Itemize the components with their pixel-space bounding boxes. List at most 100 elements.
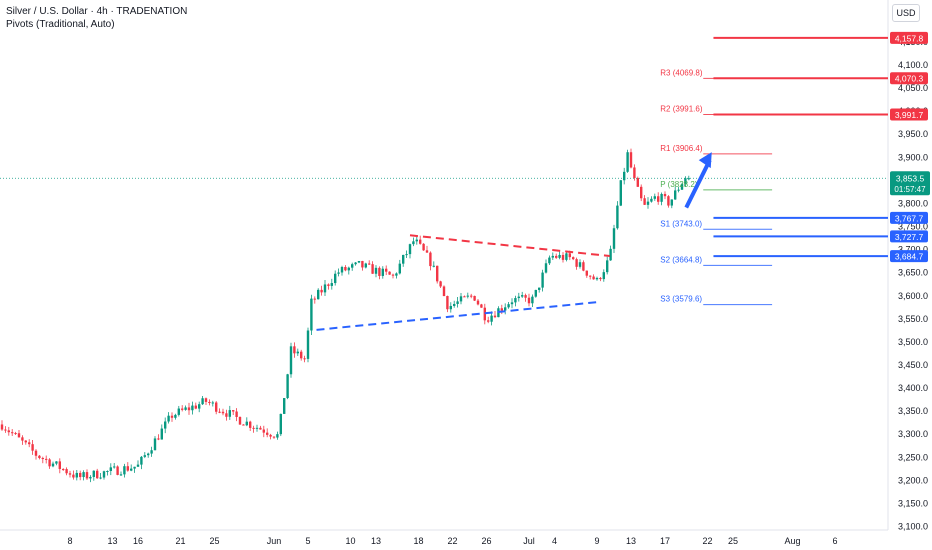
currency-button[interactable]: USD [892, 4, 920, 22]
price-tick-label: 3,700.0 [898, 245, 928, 255]
candle-body [21, 437, 24, 441]
candle-body [500, 308, 503, 311]
candle-body [463, 296, 466, 298]
price-tick-label: 4,100.0 [898, 60, 928, 70]
candle-body [487, 320, 490, 322]
candle-body [79, 472, 82, 478]
candle-body [521, 295, 524, 297]
price-tick-label: 3,550.0 [898, 314, 928, 324]
candle-body [408, 244, 412, 255]
candle-body [388, 271, 391, 275]
candle-body [412, 241, 415, 245]
candle-body [157, 438, 160, 440]
candle-body [106, 470, 109, 472]
candle-body [670, 199, 673, 206]
candle-body [493, 315, 497, 318]
candle-body [96, 470, 99, 479]
candle-body [344, 266, 347, 271]
candle-body [55, 461, 58, 464]
candle-body [147, 453, 150, 456]
date-tick-label: 25 [209, 536, 219, 546]
candle-body [459, 296, 463, 302]
forecast-arrow-shaft[interactable] [684, 159, 712, 209]
candle-body [140, 456, 143, 465]
candle-body [167, 415, 170, 422]
candle-body [133, 466, 136, 469]
candle-body [578, 262, 582, 267]
candle-body [534, 289, 537, 297]
current-price-badge [890, 171, 930, 196]
date-tick-label: 13 [626, 536, 636, 546]
candle-body [575, 259, 578, 267]
candle-body [187, 407, 191, 411]
candle-body [354, 262, 357, 265]
candle-body [249, 421, 252, 428]
candle-body [306, 330, 310, 359]
date-tick-label: 10 [345, 536, 355, 546]
candle-body [293, 346, 296, 354]
candle-countdown-label: 01:57:47 [894, 185, 926, 194]
candle-body [85, 472, 89, 479]
candle-body [102, 471, 106, 478]
indicator-legend[interactable]: Pivots (Traditional, Auto) [6, 19, 115, 30]
key-level-label: 3,767.7 [895, 213, 924, 223]
candle-body [164, 421, 167, 429]
candle-body [385, 268, 388, 272]
candle-body [174, 414, 177, 418]
candle-body [300, 351, 303, 359]
candle-body [592, 276, 595, 280]
candle-body [606, 260, 609, 273]
candle-body [170, 415, 174, 418]
pivot-label: R3 (4069.8) [660, 68, 703, 77]
candle-body [208, 401, 211, 404]
candle-body [286, 374, 289, 399]
candle-body [347, 267, 350, 271]
candle-body [510, 302, 514, 305]
candle-body [211, 402, 214, 404]
candle-body [218, 411, 221, 413]
resistance-trendline[interactable] [409, 234, 610, 258]
price-tick-label: 3,750.0 [898, 222, 928, 232]
price-tick-label: 3,100.0 [898, 522, 928, 532]
candle-body [24, 440, 27, 443]
candle-body [599, 277, 602, 280]
price-tick-label: 3,900.0 [898, 152, 928, 162]
candle-body [225, 413, 228, 417]
candle-body [612, 228, 616, 249]
candle-body [320, 289, 323, 293]
candle-body [38, 455, 41, 459]
support-trendline[interactable] [316, 301, 598, 331]
candle-body [92, 470, 95, 477]
forecast-arrow-head[interactable] [698, 152, 712, 169]
candle-body [310, 298, 313, 331]
candle-body [113, 466, 116, 468]
candle-body [456, 301, 459, 304]
key-level-label: 3,684.7 [895, 252, 924, 262]
candle-body [619, 180, 622, 206]
date-tick-label: 26 [481, 536, 491, 546]
key-level-label: 4,070.3 [895, 74, 924, 84]
date-tick-label: 21 [175, 536, 185, 546]
candle-body [490, 315, 493, 322]
candles [0, 148, 690, 483]
candle-body [245, 421, 248, 426]
candle-body [228, 410, 231, 417]
key-level-badge [890, 108, 928, 121]
candle-body [317, 289, 320, 300]
candle-body [75, 472, 78, 478]
candle-body [334, 273, 337, 284]
candle-body [119, 474, 123, 476]
candle-body [470, 295, 473, 297]
candle-body [504, 307, 507, 311]
price-tick-label: 3,950.0 [898, 129, 928, 139]
candle-body [340, 266, 344, 273]
candle-body [252, 427, 255, 429]
candle-body [269, 434, 272, 437]
candle-body [58, 461, 61, 469]
candle-body [551, 255, 554, 258]
candle-body [272, 436, 276, 438]
candle-body [595, 277, 599, 280]
candle-body [14, 433, 17, 435]
candle-body [568, 253, 571, 258]
